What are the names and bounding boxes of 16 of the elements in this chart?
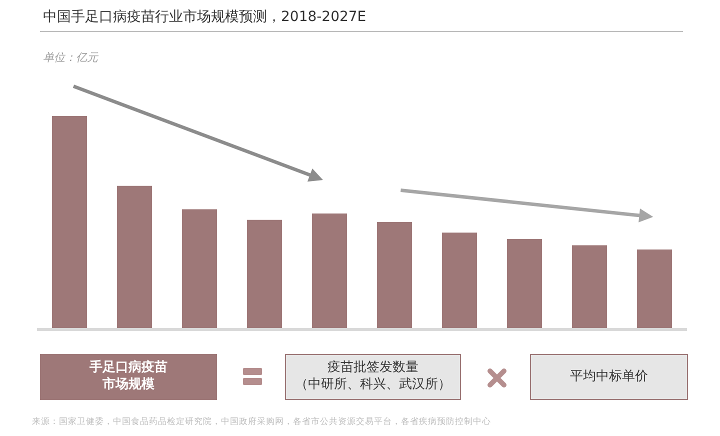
bar	[506, 238, 542, 328]
chart-subtitle: 单位：亿元	[43, 50, 98, 65]
bar	[52, 116, 88, 328]
source-note: 来源：国家卫健委，中国食品药品检定研究院，中国政府采购网，各省市公共资源交易平台，各省疾病预防控制中心	[32, 416, 491, 428]
chart-title: 中国手足口病疫苗行业市场规模预测，2018-2027E	[43, 8, 366, 26]
bar	[636, 250, 672, 328]
text-box: 疫苗批签发数量（中研所、科兴、武汉所）	[285, 354, 461, 400]
bar	[442, 232, 478, 328]
bar	[312, 214, 348, 328]
bar	[246, 220, 282, 328]
text-box: 平均中标单价	[530, 354, 688, 400]
bar	[116, 186, 152, 328]
bar	[572, 245, 608, 328]
text-box: 手足口病疫苗市场规模	[40, 354, 217, 400]
bar	[182, 209, 218, 328]
bar	[376, 222, 412, 328]
